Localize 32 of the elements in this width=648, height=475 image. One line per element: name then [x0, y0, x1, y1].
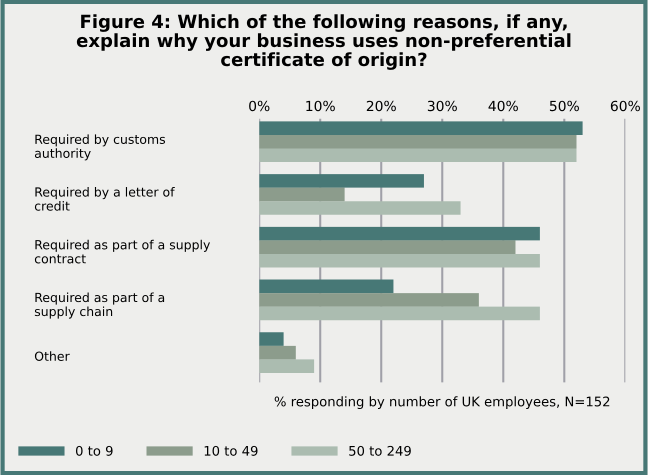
bar [259, 359, 314, 373]
bar [259, 201, 461, 215]
legend-label: 10 to 49 [204, 446, 258, 456]
x-tick-label: 30% [428, 100, 457, 112]
y-tick-label: Required as part of a supply chain [34, 292, 164, 319]
legend-label: 0 to 9 [76, 446, 113, 456]
bar [259, 148, 577, 162]
y-tick-label: Required as part of a supply contract [34, 240, 210, 264]
chart-title: Figure 4: Which of the following reasons, if any, explain why your business uses non-preferential certificate of origin? [76, 14, 570, 70]
x-tick-label: 20% [366, 100, 396, 112]
bar [259, 188, 345, 202]
y-tick-label: Required by customs authority [34, 134, 166, 160]
bar [259, 226, 540, 240]
x-tick-label: 60% [610, 100, 640, 112]
bar [259, 346, 296, 360]
x-axis-title: % responding by number of UK employees, N=152 [274, 396, 610, 410]
bar [259, 254, 540, 268]
bar [259, 280, 394, 294]
x-tick-label: 10% [306, 100, 335, 112]
x-tick-label: 50% [550, 100, 579, 112]
bar [259, 293, 479, 307]
bar [259, 332, 284, 346]
legend-label: 50 to 249 [349, 446, 411, 456]
x-tick-label: 40% [488, 100, 518, 112]
y-tick-label: Other [34, 351, 70, 361]
bar [259, 306, 540, 320]
x-tick-label: 0% [249, 100, 270, 112]
bar [259, 240, 516, 254]
bar [259, 121, 583, 135]
y-tick-label: Required by a letter of credit [34, 187, 175, 211]
bar [259, 174, 424, 188]
bar [259, 134, 577, 148]
